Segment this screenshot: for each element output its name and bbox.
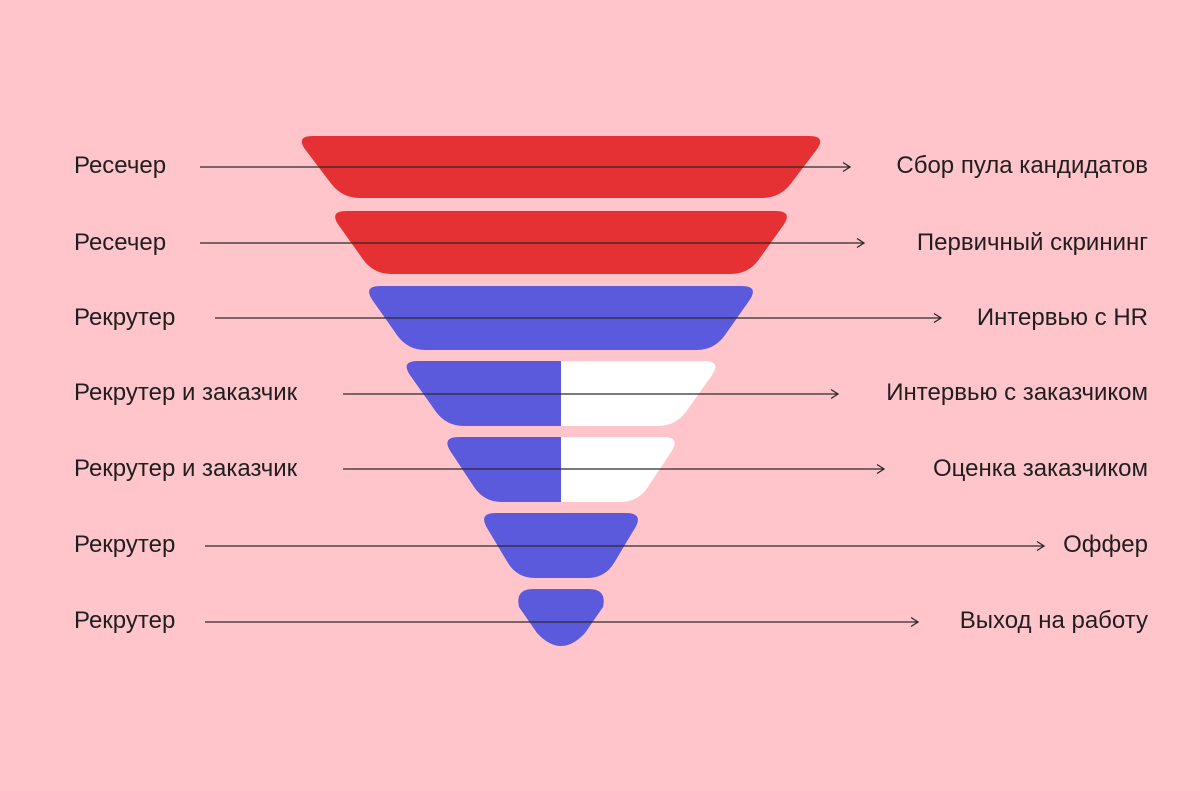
step-label-7: Выход на работу xyxy=(959,607,1148,634)
role-label-3: Рекрутер xyxy=(74,304,176,331)
role-label-2: Ресечер xyxy=(74,229,167,256)
arrow-head-icon xyxy=(842,161,852,173)
step-label-3: Интервью с HR xyxy=(976,304,1148,331)
step-label-2: Первичный скрининг xyxy=(916,229,1148,256)
role-label-6: Рекрутер xyxy=(74,531,176,558)
funnel-band-7 xyxy=(518,589,604,646)
step-label-4: Интервью с заказчиком xyxy=(886,379,1148,406)
step-label-5: Оценка заказчиком xyxy=(933,455,1148,482)
arrow-head-icon xyxy=(910,616,920,628)
role-label-1: Ресечер xyxy=(74,152,167,179)
step-label-6: Оффер xyxy=(1063,531,1148,558)
role-label-4: Рекрутер и заказчик xyxy=(74,379,298,406)
role-label-5: Рекрутер и заказчик xyxy=(74,455,298,482)
arrow-head-icon xyxy=(830,388,840,400)
arrow-head-icon xyxy=(876,463,886,475)
arrow-head-icon xyxy=(1036,540,1046,552)
step-label-1: Сбор пула кандидатов xyxy=(896,152,1148,179)
role-label-7: Рекрутер xyxy=(74,607,176,634)
arrow-head-icon xyxy=(856,237,866,249)
arrow-head-icon xyxy=(933,312,943,324)
